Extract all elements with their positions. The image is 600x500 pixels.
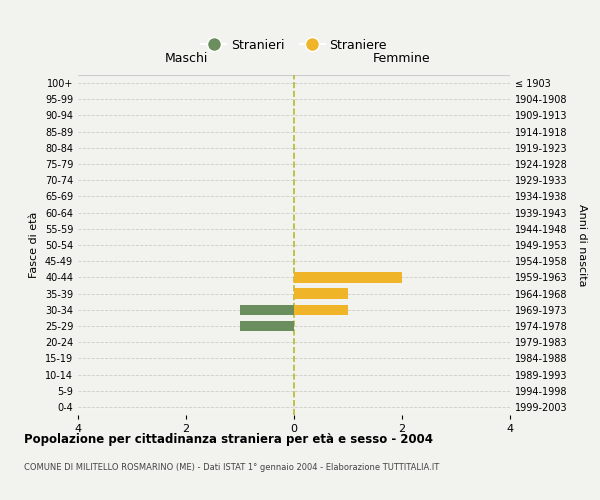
Bar: [294, 304, 348, 315]
Text: Popolazione per cittadinanza straniera per età e sesso - 2004: Popolazione per cittadinanza straniera p…: [24, 432, 433, 446]
Text: Femmine: Femmine: [373, 52, 431, 65]
Y-axis label: Fasce di età: Fasce di età: [29, 212, 39, 278]
Bar: [294, 272, 402, 282]
Y-axis label: Anni di nascita: Anni di nascita: [577, 204, 587, 286]
Text: Maschi: Maschi: [164, 52, 208, 65]
Bar: [240, 304, 294, 315]
Bar: [240, 320, 294, 331]
Bar: [294, 288, 348, 299]
Text: COMUNE DI MILITELLO ROSMARINO (ME) - Dati ISTAT 1° gennaio 2004 - Elaborazione T: COMUNE DI MILITELLO ROSMARINO (ME) - Dat…: [24, 462, 439, 471]
Legend: Stranieri, Straniere: Stranieri, Straniere: [196, 34, 392, 56]
